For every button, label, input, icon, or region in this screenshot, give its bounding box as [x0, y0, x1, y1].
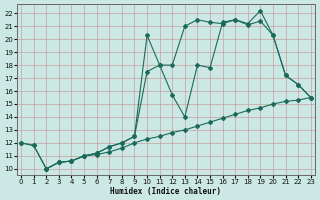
X-axis label: Humidex (Indice chaleur): Humidex (Indice chaleur) — [110, 187, 221, 196]
